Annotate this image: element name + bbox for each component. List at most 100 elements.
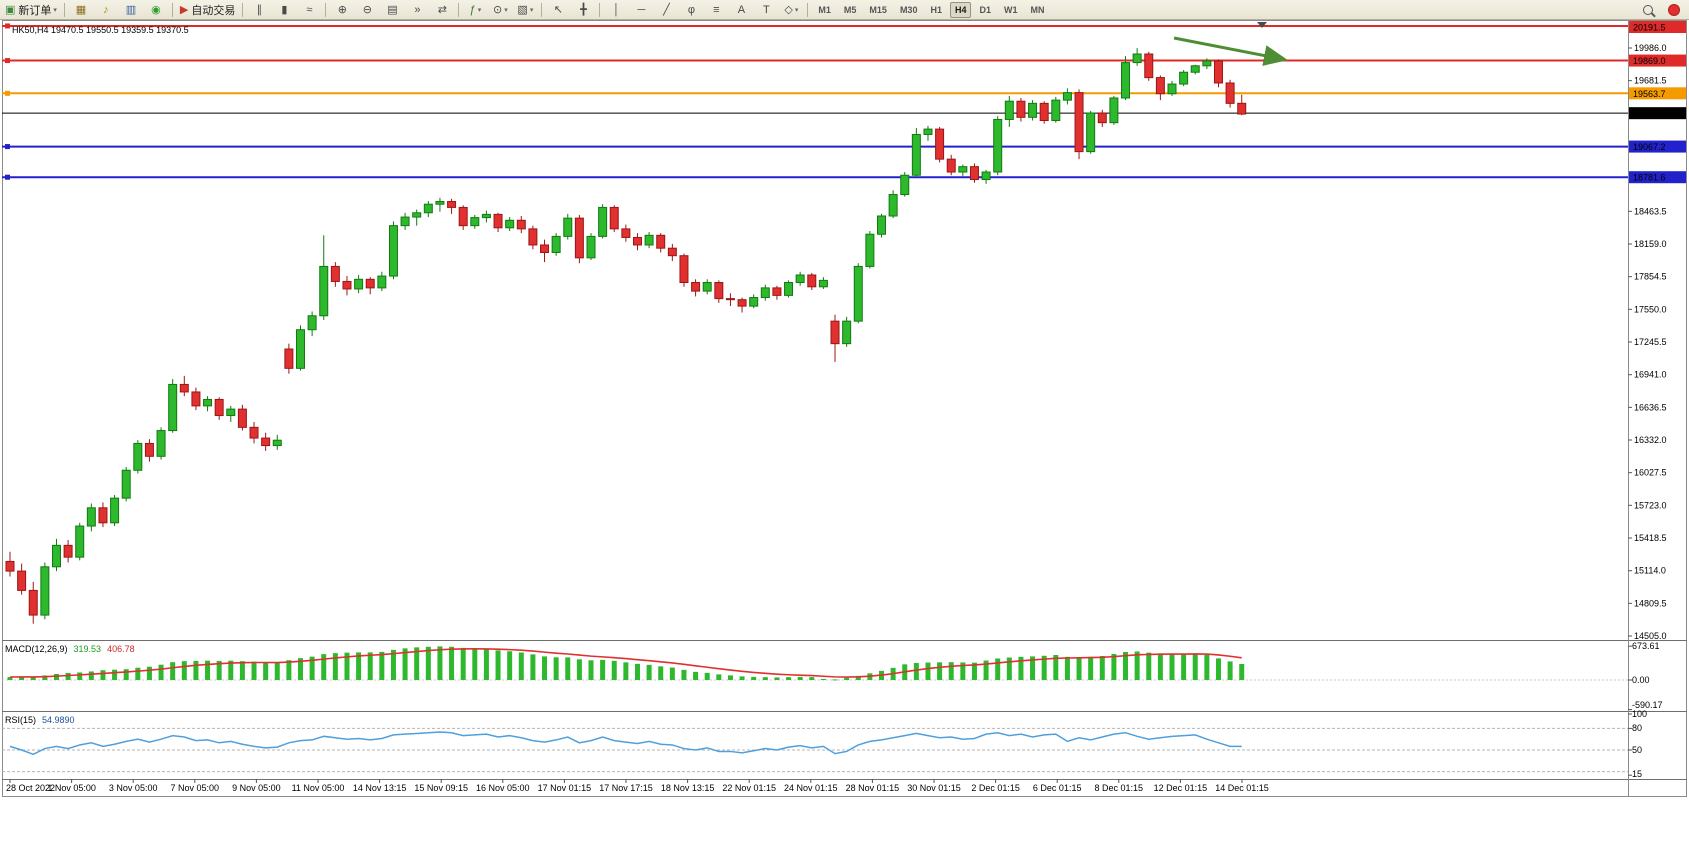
alerts-button[interactable]: ♪ [94,1,118,19]
text-label-button[interactable]: T [754,1,778,19]
auto-trading-label: 自动交易 [191,4,236,17]
auto-trading-button[interactable]: ▶ 自动交易 [177,1,238,19]
market-depth-button[interactable]: ▥ [119,1,143,19]
trend-arrow-annotation[interactable] [1173,36,1288,66]
indicators-button[interactable]: ƒ ▾ [463,1,487,19]
bar-chart-type-button[interactable]: ∥ [247,1,271,19]
rsi-axis-50: 50 [1632,745,1642,755]
templates-button[interactable]: ▧ ▾ [513,1,537,19]
new-order-icon: ▣ [5,4,16,16]
search-button[interactable] [1638,1,1662,19]
candle-body [1121,62,1131,99]
macd-histogram-bar [42,675,48,680]
candle-body [1155,77,1165,95]
timeframe-w1-button[interactable]: W1 [1004,4,1018,15]
price-badge [1629,107,1686,120]
price-axis-label: 15418.5 [1634,533,1667,543]
line-edge-marker[interactable] [5,174,10,180]
text-button[interactable]: A [729,1,753,19]
tile-windows-button[interactable]: ▤ [380,1,404,19]
horizontal-lines[interactable] [2,23,1628,180]
line-edge-marker[interactable] [5,23,10,29]
chart-title: HK50,H4 19470.5 19550.5 19359.5 19370.5 [12,25,189,35]
timeframe-m1-button[interactable]: M1 [818,4,831,15]
notifications-button[interactable] [1663,1,1687,19]
macd-histogram-bar [1204,654,1210,680]
line-edge-marker[interactable] [5,144,10,150]
charts-window-icon: ▦ [75,4,87,16]
price-badge [1629,87,1686,100]
shapes-button[interactable]: ◇ ▾ [779,1,803,19]
candle-body [760,287,770,299]
line-edge-marker[interactable] [5,58,10,64]
zoom-out-icon: ⊖ [362,4,372,16]
chart-shift-icon: ⇄ [437,4,447,16]
timeframe-m5-button[interactable]: M5 [843,4,857,15]
macd-histogram-bar [646,664,652,680]
timeframe-m15-button[interactable]: M15 [869,4,887,15]
candle-body [388,225,398,277]
macd-histogram-bar [611,660,617,680]
zoom-in-button[interactable]: ⊕ [330,1,354,19]
candle-body [75,525,85,558]
crosshair-button[interactable]: ╋ [571,1,595,19]
cursor-button[interactable]: ↖ [546,1,570,19]
time-axis-label: 3 Nov 05:00 [109,783,158,793]
zoom-out-button[interactable]: ⊖ [355,1,379,19]
charts-window-button[interactable]: ▦ [69,1,93,19]
price-axis-label: 14809.5 [1634,598,1667,608]
timeframe-h1-button[interactable]: H1 [930,4,942,15]
templates-icon: ▧ [517,4,528,16]
periods-button[interactable]: ⊙ ▾ [488,1,512,19]
market-depth-icon: ▥ [125,4,137,16]
candle-body [574,217,584,259]
timeframe-h4-button[interactable]: H4 [949,1,972,18]
macd-histogram-bar [414,647,420,680]
line-chart-type-button[interactable]: ≈ [297,1,321,19]
time-axis-label: 15 Nov 09:15 [414,783,468,793]
horizontal-line-button[interactable]: ─ [629,1,653,19]
candle-body [1213,60,1223,84]
toolbar-separator [807,2,809,17]
macd-histogram-bar [995,658,1001,680]
candle-body [946,158,956,173]
bar-chart-type-icon: ∥ [256,4,263,16]
price-axis-label: 18159.0 [1634,239,1667,249]
vertical-line-button[interactable]: │ [604,1,628,19]
trendline-button[interactable]: ╱ [654,1,678,19]
community-button[interactable]: ◉ [144,1,168,19]
macd-histogram-bar [588,660,594,680]
macd-histogram-bar [832,679,838,681]
time-axis-label: 2 Dec 01:15 [971,783,1020,793]
candle-body [644,234,654,246]
candle-body [1144,53,1154,79]
new-order-button[interactable]: ▣ 新订单 ▾ [2,1,60,19]
line-edge-marker[interactable] [5,90,10,96]
price-axis-label: 17245.5 [1634,337,1667,347]
candle-body [784,282,794,296]
rsi-indic​ator-label: RSI(15) 54.9890 [5,715,75,725]
chart-shift-button[interactable]: ⇄ [430,1,454,19]
timeframe-mn-button[interactable]: MN [1030,4,1045,15]
trendline-icon: ╱ [663,4,670,16]
macd-histogram-bar [1006,657,1012,680]
candle-body [888,194,898,217]
chart-shift-marker[interactable] [1257,22,1267,28]
cycle-lines-button[interactable]: ≡ [704,1,728,19]
fibonacci-button[interactable]: φ [679,1,703,19]
price-axis[interactable]: 19986.0 19681.5 18463.5 18159.0 17854.5 17550… [1628,21,1686,641]
candle-body [935,128,945,160]
rsi-axis-100: 100 [1632,709,1647,719]
timeframe-m30-button[interactable]: M30 [899,4,918,15]
macd-histogram-bar [437,646,443,680]
candle-body [563,217,573,237]
auto-scroll-button[interactable]: » [405,1,429,19]
time-axis-label: 17 Nov 17:15 [599,783,653,793]
macd-histogram-bar [379,651,385,680]
candlestick-chart-type-button[interactable]: ▮ [272,1,296,19]
shapes-icon: ◇ [784,4,793,16]
candle-body [1039,102,1049,122]
timeframe-d1-button[interactable]: D1 [979,4,991,15]
